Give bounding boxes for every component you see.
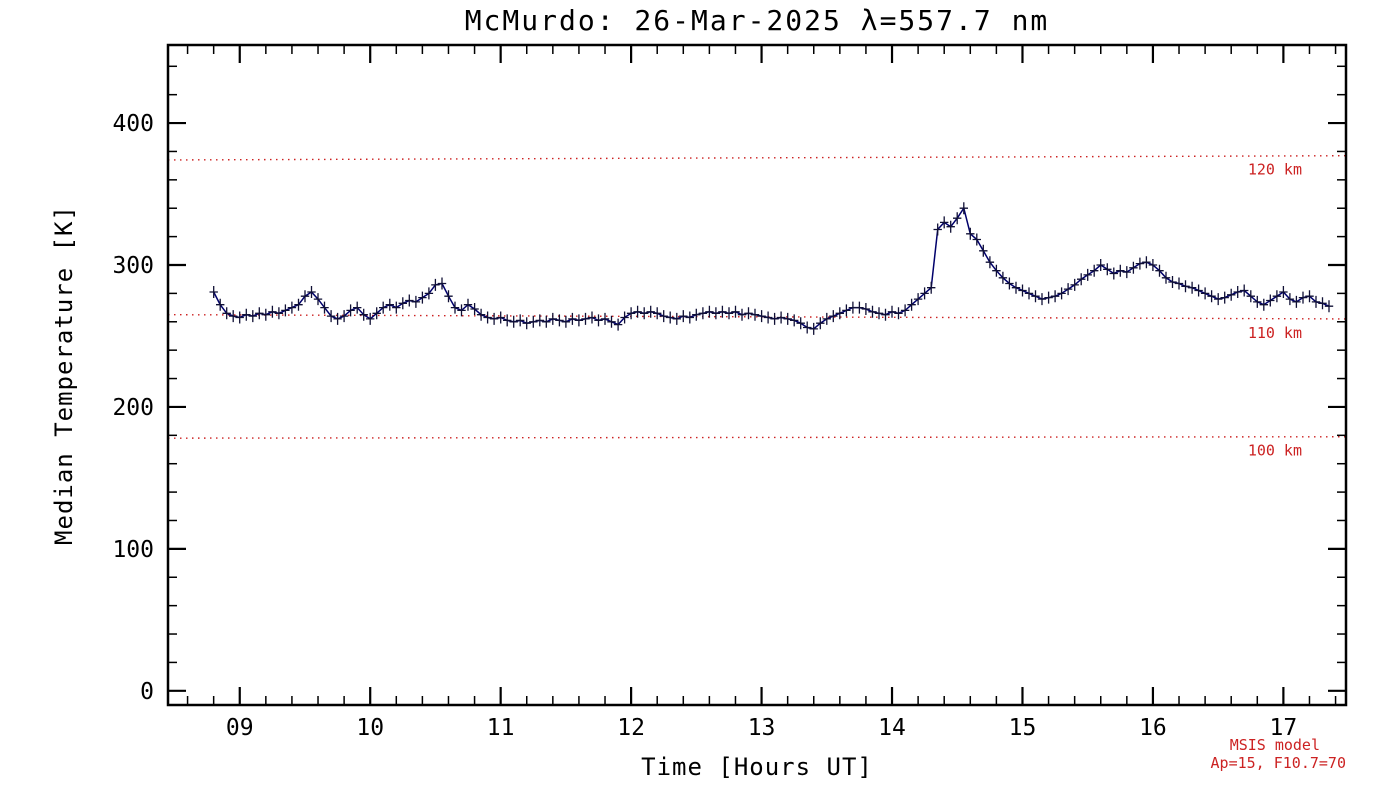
svg-text:12: 12 xyxy=(617,715,645,741)
svg-text:09: 09 xyxy=(226,715,254,741)
plot-axes: 09 10 11 12 13 14 15 16 17 0 100 200 300 400 xyxy=(112,43,1348,741)
msis-annotation-line2: Ap=15, F10.7=70 xyxy=(1211,754,1346,772)
svg-text:11: 11 xyxy=(487,715,515,741)
svg-text:100: 100 xyxy=(112,537,154,563)
svg-text:10: 10 xyxy=(356,715,384,741)
reference-lines: 120 km 110 km 100 km xyxy=(167,155,1347,460)
svg-text:400: 400 xyxy=(112,111,154,137)
svg-text:110 km: 110 km xyxy=(1248,324,1302,342)
y-axis-label: Median Temperature [K] xyxy=(50,205,78,545)
svg-text:0: 0 xyxy=(140,679,154,705)
svg-text:300: 300 xyxy=(112,253,154,279)
temperature-series xyxy=(209,202,1334,335)
svg-text:120 km: 120 km xyxy=(1248,161,1302,179)
chart-title: McMurdo: 26-Mar-2025 λ=557.7 nm xyxy=(465,4,1050,37)
svg-text:17: 17 xyxy=(1270,715,1298,741)
x-axis-label: Time [Hours UT] xyxy=(641,753,873,781)
svg-text:200: 200 xyxy=(112,395,154,421)
svg-text:13: 13 xyxy=(748,715,776,741)
svg-text:14: 14 xyxy=(878,715,906,741)
svg-text:100 km: 100 km xyxy=(1248,442,1302,460)
msis-annotation-line1: MSIS model xyxy=(1230,736,1320,754)
svg-text:16: 16 xyxy=(1139,715,1167,741)
svg-text:15: 15 xyxy=(1009,715,1037,741)
